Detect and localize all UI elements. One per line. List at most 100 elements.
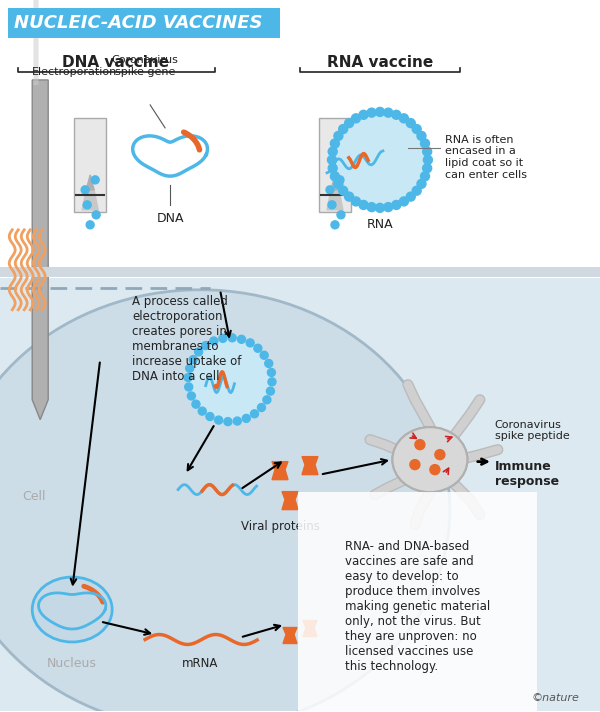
- Circle shape: [215, 416, 223, 424]
- Circle shape: [83, 201, 91, 209]
- Circle shape: [344, 119, 353, 127]
- FancyBboxPatch shape: [0, 40, 600, 275]
- Circle shape: [422, 164, 431, 173]
- FancyBboxPatch shape: [37, 0, 39, 85]
- FancyBboxPatch shape: [319, 118, 351, 212]
- Circle shape: [185, 365, 194, 372]
- Circle shape: [376, 204, 385, 212]
- Circle shape: [400, 197, 409, 206]
- Polygon shape: [303, 621, 317, 637]
- Circle shape: [417, 179, 426, 189]
- Circle shape: [192, 400, 200, 408]
- Ellipse shape: [392, 427, 467, 492]
- Circle shape: [410, 460, 420, 470]
- Ellipse shape: [32, 577, 112, 642]
- Text: mRNA: mRNA: [182, 657, 218, 671]
- FancyBboxPatch shape: [34, 0, 36, 85]
- Circle shape: [189, 355, 197, 364]
- Circle shape: [210, 337, 218, 345]
- Circle shape: [392, 110, 401, 120]
- Polygon shape: [283, 627, 297, 644]
- Circle shape: [412, 187, 421, 195]
- Polygon shape: [82, 190, 98, 210]
- Circle shape: [352, 197, 361, 206]
- FancyBboxPatch shape: [8, 8, 280, 38]
- Circle shape: [187, 392, 196, 400]
- Circle shape: [188, 337, 272, 422]
- Circle shape: [336, 176, 344, 184]
- Circle shape: [338, 187, 347, 195]
- Circle shape: [242, 414, 250, 422]
- Circle shape: [228, 334, 236, 342]
- Circle shape: [344, 192, 353, 201]
- Polygon shape: [272, 461, 288, 480]
- Circle shape: [246, 339, 254, 347]
- Circle shape: [406, 192, 415, 201]
- Circle shape: [384, 203, 393, 211]
- Circle shape: [417, 132, 426, 140]
- FancyBboxPatch shape: [0, 267, 600, 277]
- Circle shape: [331, 221, 339, 229]
- Text: A process called
electroporation
creates pores in
membranes to
increase uptake o: A process called electroporation creates…: [132, 295, 242, 383]
- Circle shape: [194, 348, 203, 356]
- Circle shape: [334, 132, 343, 140]
- Text: Nucleus: Nucleus: [47, 657, 97, 671]
- Circle shape: [219, 335, 227, 342]
- Circle shape: [198, 407, 206, 415]
- Circle shape: [251, 410, 259, 418]
- Text: RNA vaccine: RNA vaccine: [327, 55, 433, 70]
- Text: RNA is often
encased in a
lipid coat so it
can enter cells: RNA is often encased in a lipid coat so …: [445, 135, 527, 179]
- Circle shape: [367, 203, 376, 211]
- Circle shape: [224, 418, 232, 426]
- Circle shape: [91, 176, 99, 184]
- Ellipse shape: [0, 290, 450, 712]
- FancyBboxPatch shape: [0, 43, 600, 278]
- Circle shape: [202, 342, 209, 350]
- Circle shape: [415, 439, 425, 450]
- Circle shape: [334, 179, 343, 189]
- Circle shape: [265, 360, 273, 367]
- Text: Cell: Cell: [22, 490, 46, 503]
- Circle shape: [328, 201, 336, 209]
- Circle shape: [376, 108, 385, 116]
- Circle shape: [337, 211, 345, 219]
- Text: Electroporation: Electroporation: [32, 67, 118, 77]
- Circle shape: [260, 351, 268, 360]
- Circle shape: [392, 201, 401, 209]
- Polygon shape: [282, 491, 298, 510]
- Circle shape: [328, 164, 337, 173]
- FancyBboxPatch shape: [74, 118, 106, 212]
- Circle shape: [92, 211, 100, 219]
- Text: Immune
response: Immune response: [495, 460, 559, 488]
- Circle shape: [263, 396, 271, 404]
- Circle shape: [400, 114, 409, 123]
- Polygon shape: [86, 175, 94, 190]
- Text: ©nature: ©nature: [532, 693, 580, 703]
- Circle shape: [421, 139, 430, 148]
- Circle shape: [326, 186, 334, 194]
- FancyBboxPatch shape: [33, 0, 35, 85]
- Circle shape: [338, 125, 347, 134]
- FancyBboxPatch shape: [0, 272, 600, 711]
- Circle shape: [328, 155, 337, 164]
- Polygon shape: [331, 175, 339, 190]
- Text: RNA- and DNA-based
vaccines are safe and
easy to develop: to
produce them involv: RNA- and DNA-based vaccines are safe and…: [345, 540, 490, 673]
- Circle shape: [331, 139, 340, 148]
- Circle shape: [331, 172, 340, 181]
- Text: RNA: RNA: [367, 218, 393, 231]
- Circle shape: [421, 172, 430, 181]
- Circle shape: [266, 387, 274, 395]
- Circle shape: [184, 374, 192, 382]
- Polygon shape: [327, 190, 343, 210]
- Text: Coronavirus
spike peptide: Coronavirus spike peptide: [495, 419, 569, 441]
- Text: DNA: DNA: [157, 212, 184, 225]
- Polygon shape: [32, 80, 48, 419]
- Circle shape: [328, 147, 337, 156]
- Circle shape: [185, 383, 193, 391]
- Text: Coronavirus
spike gene: Coronavirus spike gene: [112, 56, 179, 77]
- Circle shape: [435, 450, 445, 460]
- Circle shape: [254, 345, 262, 352]
- Circle shape: [406, 119, 415, 127]
- Circle shape: [86, 221, 94, 229]
- Circle shape: [332, 112, 428, 208]
